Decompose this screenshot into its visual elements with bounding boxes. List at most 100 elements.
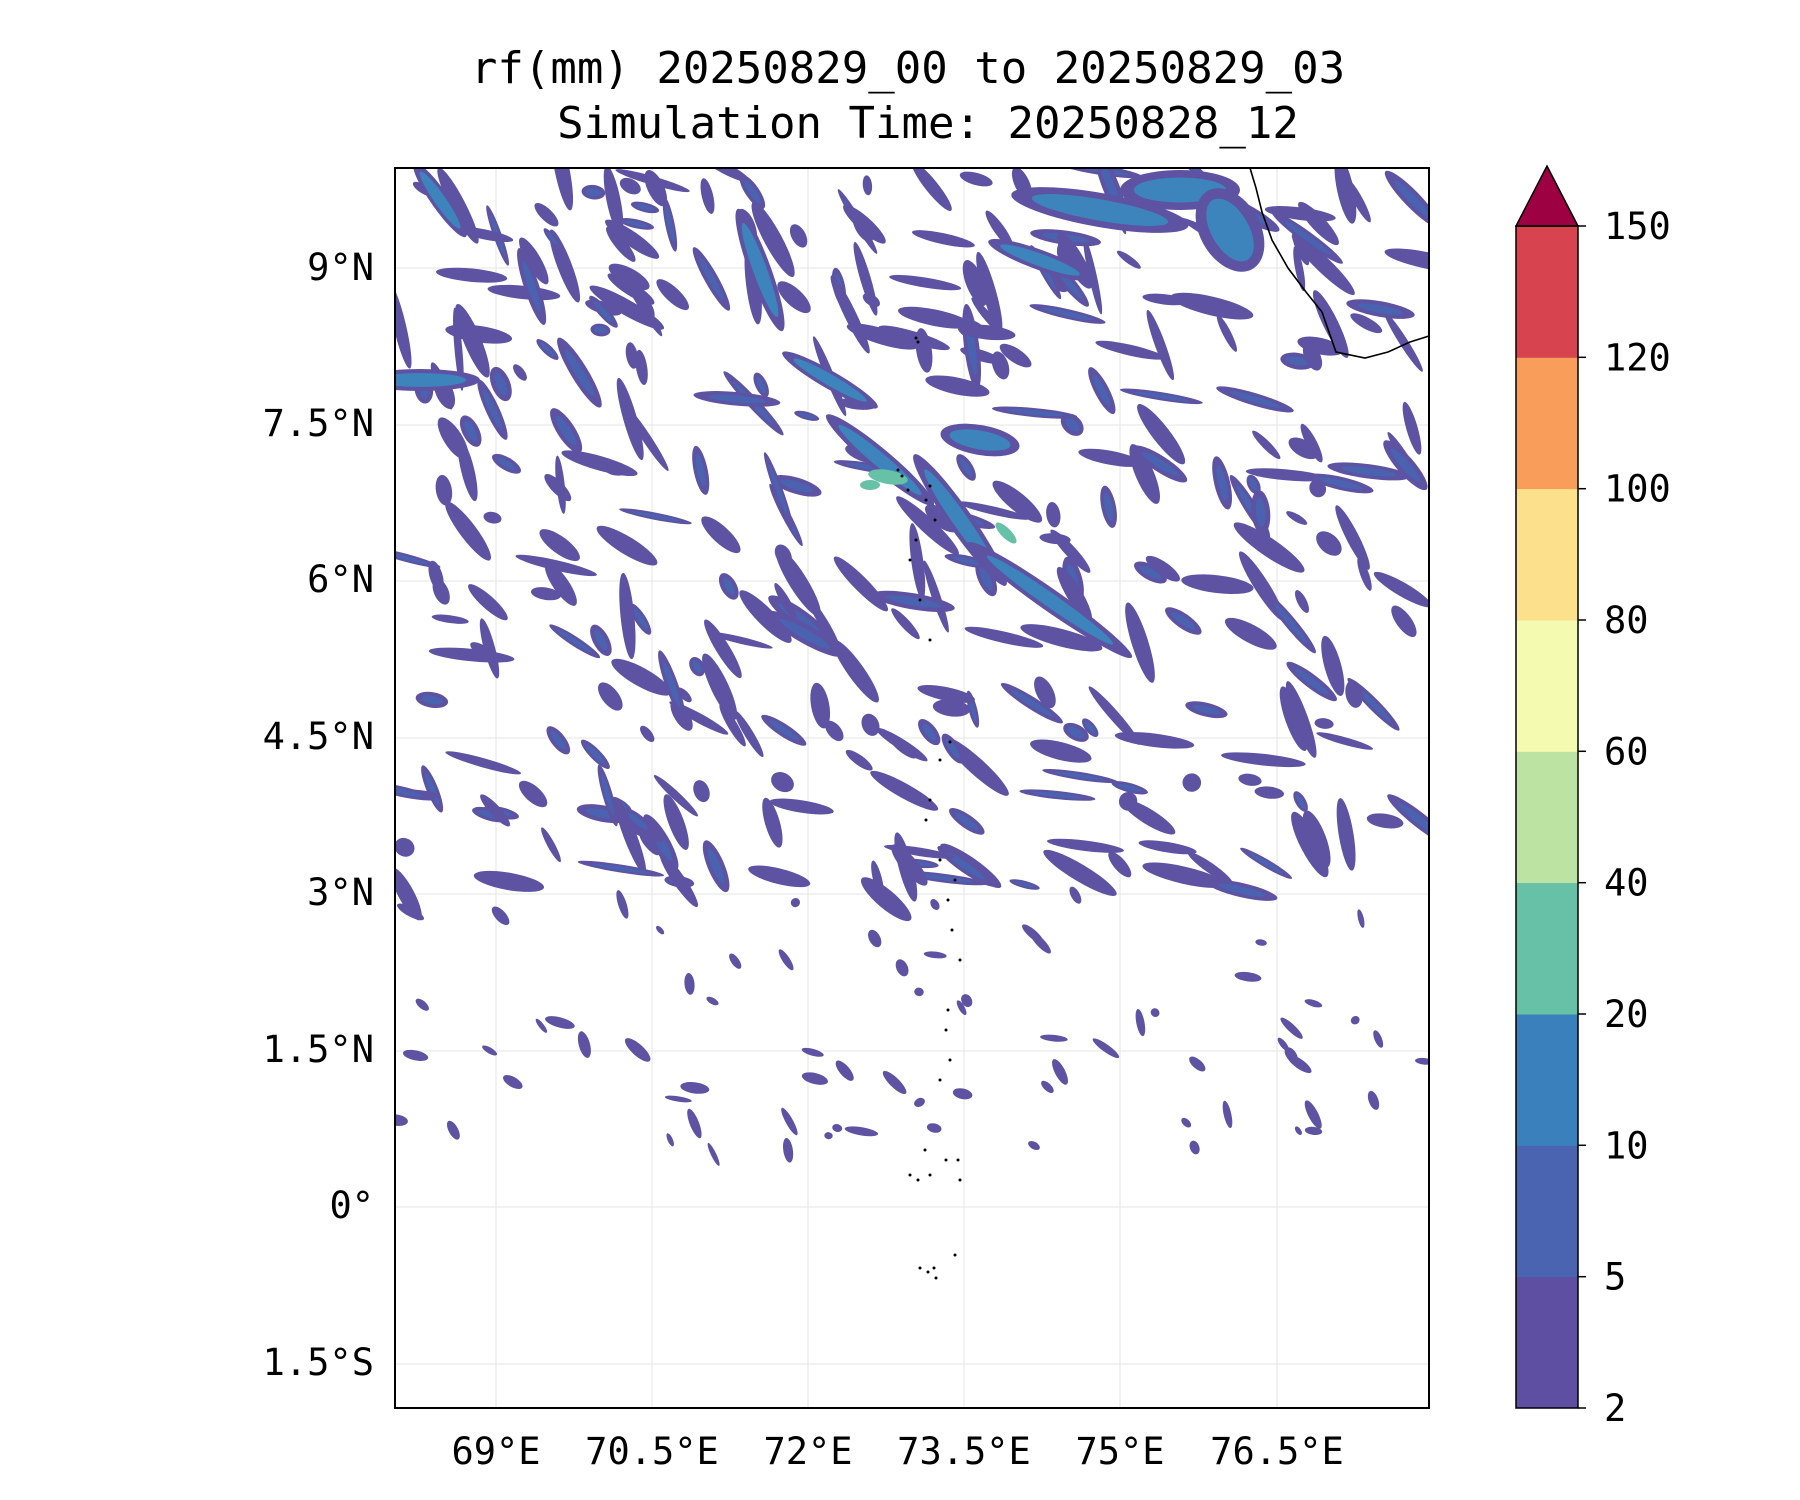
rain-cell xyxy=(991,351,1010,380)
rain-cell-core xyxy=(885,595,941,608)
rain-cell xyxy=(561,450,638,477)
rain-cell-base xyxy=(480,794,511,827)
rain-cell-base xyxy=(832,1123,843,1133)
rain-cell xyxy=(762,797,783,848)
rain-cell-base xyxy=(962,260,988,306)
rain-cell xyxy=(530,587,561,601)
rain-cell-base xyxy=(778,949,794,971)
rain-cell xyxy=(923,951,947,959)
rain-cell xyxy=(435,474,453,506)
map-frame xyxy=(394,167,1430,1409)
rain-cell-base xyxy=(878,325,950,351)
rain-band xyxy=(988,238,1092,282)
x-axis: 69°E 70.5°E 72°E 73.5°E 75°E 76.5°E xyxy=(451,1430,1343,1473)
rain-cell-core xyxy=(1255,497,1266,527)
rain-cell xyxy=(1170,292,1254,320)
colorbar-label: 5 xyxy=(1604,1256,1626,1299)
rain-cell xyxy=(1255,939,1267,946)
rain-cell-base xyxy=(1022,924,1044,944)
rain-cell-base xyxy=(1125,602,1155,683)
rain-cell-base xyxy=(801,1047,824,1057)
rain-cell-base xyxy=(1245,468,1327,482)
rain-cell xyxy=(1293,246,1306,292)
rain-cell xyxy=(1187,851,1233,885)
rain-cell xyxy=(1142,862,1226,888)
rain-cell xyxy=(483,511,502,524)
island-dot xyxy=(918,1266,922,1270)
rain-cell xyxy=(402,1049,429,1061)
rain-cell-base xyxy=(1046,501,1061,528)
rain-cell-base xyxy=(1069,886,1082,904)
rain-cell xyxy=(692,445,710,495)
rain-cell xyxy=(1373,571,1429,608)
rain-cell xyxy=(541,827,561,863)
rain-cell-core xyxy=(592,863,650,874)
rain-band-core xyxy=(949,429,1011,451)
rain-cell-base xyxy=(1292,231,1310,266)
rain-cell-base xyxy=(852,211,875,242)
rain-cell xyxy=(801,1047,824,1057)
rain-cell-base xyxy=(1357,557,1372,591)
rain-patch-moderate xyxy=(995,522,1017,544)
rain-cell-base xyxy=(707,1142,720,1166)
rain-cell-core xyxy=(1294,668,1329,695)
island-dot xyxy=(924,498,928,502)
rain-cell xyxy=(871,860,885,899)
rain-cell-base xyxy=(1314,718,1334,729)
rain-cell xyxy=(1056,566,1092,622)
rain-cell-base xyxy=(395,283,412,369)
rain-cell xyxy=(1125,602,1155,683)
rain-cell-base xyxy=(1300,423,1323,463)
rain-cell-base xyxy=(707,631,773,649)
rain-cell-core xyxy=(1296,794,1306,809)
rain-cell xyxy=(992,406,1078,419)
rain-cell xyxy=(663,794,689,850)
rain-cell-base xyxy=(445,501,492,561)
rain-cell xyxy=(774,544,792,566)
rain-cell xyxy=(395,283,412,369)
rain-cell xyxy=(1212,456,1233,510)
rain-cell xyxy=(992,480,1043,523)
rain-cell xyxy=(491,906,510,926)
rain-cell-base xyxy=(539,529,580,562)
rain-cell xyxy=(956,454,976,481)
island-dot xyxy=(896,468,900,472)
rain-cell-base xyxy=(704,619,742,679)
rain-cell xyxy=(761,714,807,746)
rain-cell xyxy=(1350,313,1383,334)
rain-cell xyxy=(846,323,918,350)
rain-cell xyxy=(753,372,769,398)
rain-cell-base xyxy=(513,364,527,381)
rain-cell-core xyxy=(1133,391,1189,402)
rain-cell-base xyxy=(701,516,741,554)
island-dot xyxy=(953,1253,957,1257)
rain-cell-base xyxy=(1293,246,1306,292)
rain-cell-base xyxy=(1302,342,1323,371)
rain-cell xyxy=(1137,404,1186,465)
rain-cell xyxy=(1138,840,1197,855)
rain-cell-core xyxy=(601,774,615,816)
rain-cell xyxy=(1083,237,1103,315)
rain-cell xyxy=(1366,813,1404,829)
rain-cell xyxy=(432,578,450,605)
island-dot xyxy=(928,798,932,802)
island-dot xyxy=(953,878,957,882)
rain-cell xyxy=(1277,1037,1289,1052)
rain-cell xyxy=(704,619,742,679)
rain-cell xyxy=(917,684,975,703)
rain-cell xyxy=(860,877,912,922)
rain-cell-base xyxy=(891,844,928,886)
rain-cell-base xyxy=(402,1049,429,1061)
rain-cell-base xyxy=(1116,250,1141,269)
rain-band-core xyxy=(1000,244,1080,276)
rain-cell xyxy=(941,733,964,764)
rain-cell-core xyxy=(482,389,503,430)
rain-cell-core xyxy=(969,696,977,722)
rain-cell-base xyxy=(635,349,648,386)
rain-patch-moderate xyxy=(868,469,908,485)
rain-cell xyxy=(1052,1059,1068,1085)
rain-cell-base xyxy=(1367,1090,1380,1110)
rain-cell-base xyxy=(1221,752,1306,768)
rain-cell xyxy=(1145,555,1180,582)
rain-cell xyxy=(611,658,672,696)
